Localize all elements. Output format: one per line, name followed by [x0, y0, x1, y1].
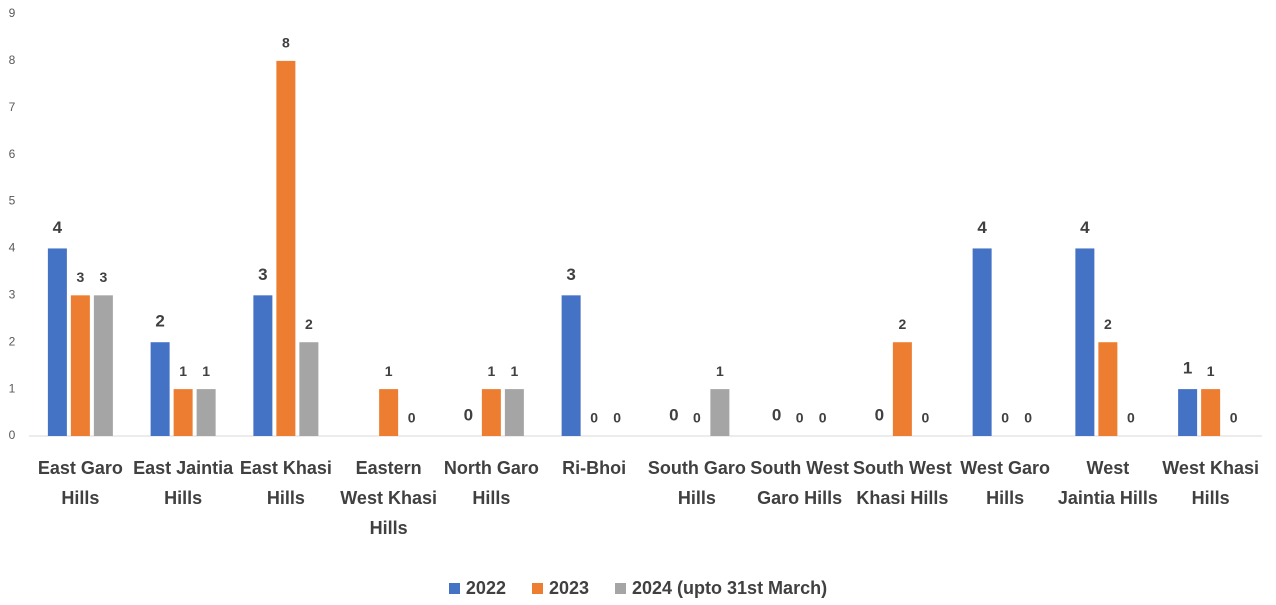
legend-swatch [615, 583, 627, 594]
data-label: 4 [977, 218, 987, 237]
data-label: 0 [819, 410, 827, 426]
x-tick-label: West Jaintia Hills [1057, 458, 1158, 508]
data-label: 0 [1001, 410, 1009, 426]
data-label: 3 [566, 265, 575, 284]
bar [196, 389, 216, 436]
data-label: 2 [1104, 316, 1112, 332]
data-label: 4 [1080, 218, 1090, 237]
bar [892, 342, 912, 436]
data-label: 0 [590, 410, 598, 426]
y-tick-label: 1 [9, 381, 16, 395]
x-tick-label: East Jaintia Hills [133, 458, 234, 508]
legend: 2022 2023 2024 (upto 31st March) [0, 578, 1276, 599]
y-tick-label: 3 [9, 288, 16, 302]
data-label: 1 [487, 363, 495, 379]
bar [299, 342, 319, 436]
data-label: 0 [613, 410, 621, 426]
bar [1201, 389, 1221, 436]
data-label: 0 [921, 410, 929, 426]
bar [379, 389, 399, 436]
data-label: 0 [1024, 410, 1032, 426]
data-label: 0 [464, 405, 473, 424]
data-label: 0 [669, 405, 678, 424]
x-tick-label: East Garo Hills [37, 458, 123, 508]
data-label: 1 [1183, 359, 1192, 378]
data-label: 3 [258, 265, 267, 284]
legend-label: 2023 [548, 578, 590, 598]
data-label: 3 [76, 269, 84, 285]
data-label: 1 [202, 363, 210, 379]
y-tick-label: 8 [9, 53, 16, 67]
legend-swatch [531, 583, 543, 594]
y-tick-label: 9 [9, 6, 16, 20]
x-tick-label: Eastern West Khasi Hills [340, 458, 437, 538]
bar [1098, 342, 1118, 436]
data-label: 4 [53, 218, 63, 237]
x-tick-label: South Garo Hills [647, 458, 746, 508]
bar [173, 389, 193, 436]
data-label: 8 [282, 35, 290, 51]
data-label: 0 [875, 405, 884, 424]
legend-item: 2023 [531, 578, 590, 599]
legend-label: 2022 [465, 578, 506, 598]
y-tick-label: 2 [9, 334, 16, 348]
y-tick-label: 6 [9, 147, 16, 161]
data-label: 1 [179, 363, 187, 379]
y-tick-label: 5 [9, 194, 16, 208]
bar [481, 389, 501, 436]
legend-item: 2022 [448, 578, 506, 599]
legend-item: 2024 (upto 31st March) [615, 578, 827, 599]
data-label: 0 [693, 410, 701, 426]
x-tick-label: South West Garo Hills [750, 458, 849, 508]
data-label: 0 [1230, 410, 1238, 426]
data-label: 3 [99, 269, 107, 285]
x-tick-label: South West Khasi Hills [853, 458, 952, 508]
data-label: 1 [1207, 363, 1215, 379]
y-tick-label: 4 [9, 241, 16, 255]
bar [710, 389, 730, 436]
data-label: 0 [772, 405, 781, 424]
y-tick-label: 7 [9, 100, 16, 114]
bar [561, 295, 581, 436]
x-tick-label: West Garo Hills [960, 458, 1050, 508]
bar [972, 248, 992, 436]
bar [1075, 248, 1095, 436]
data-label: 0 [1127, 410, 1135, 426]
bar [70, 295, 90, 436]
legend-swatch [448, 583, 460, 594]
y-tick-label: 0 [9, 428, 16, 442]
data-label: 1 [716, 363, 724, 379]
data-label: 2 [305, 316, 313, 332]
data-label: 1 [385, 363, 393, 379]
bar [93, 295, 113, 436]
x-tick-label: East Khasi Hills [239, 458, 332, 508]
bar [504, 389, 524, 436]
data-label: 0 [796, 410, 804, 426]
bar [47, 248, 67, 436]
x-tick-label: Ri-Bhoi [562, 458, 627, 478]
legend-label: 2024 (upto 31st March) [632, 578, 828, 598]
data-label: 1 [510, 363, 518, 379]
data-label: 2 [898, 316, 906, 332]
data-label: 2 [155, 312, 164, 331]
bar [276, 60, 296, 437]
x-tick-label: North Garo Hills [443, 458, 539, 508]
data-label: 0 [408, 410, 416, 426]
x-tick-label: West Khasi Hills [1162, 458, 1259, 508]
bar [253, 295, 273, 436]
bar [150, 342, 170, 436]
bar [1178, 389, 1198, 436]
